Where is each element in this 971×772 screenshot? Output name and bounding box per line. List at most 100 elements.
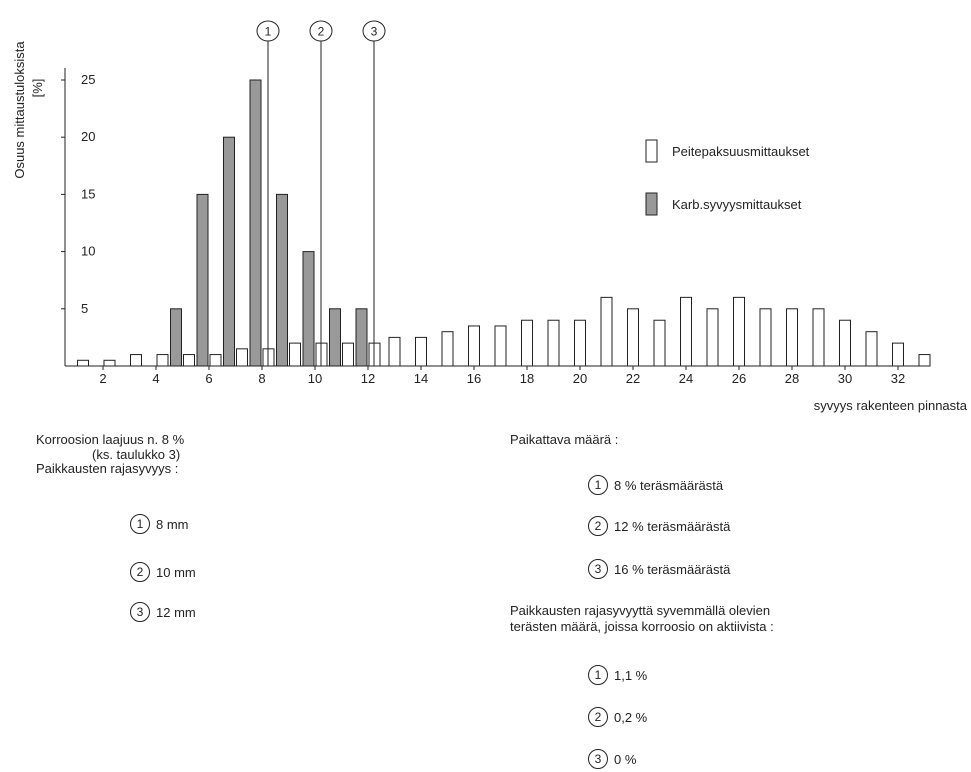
x-tick-label: 4: [152, 371, 159, 386]
x-tick-label: 14: [414, 371, 428, 386]
repair-limit-item: 3 12 mm: [130, 602, 196, 622]
cover-thickness-bar: [236, 348, 248, 367]
active-corrosion-item: 1 1,1 %: [588, 665, 647, 685]
active-corrosion-value: 1,1 %: [614, 667, 648, 683]
y-tick-label: 25: [81, 72, 95, 87]
limit-depth-marker-label: 2: [318, 25, 325, 39]
cover-thickness-bar: [600, 296, 613, 367]
cover-thickness-bar: [627, 308, 639, 367]
active-corrosion-value: 0 %: [614, 751, 637, 767]
x-tick-label: 30: [838, 371, 852, 386]
repair-limit-value: 10 mm: [156, 564, 196, 580]
cover-thickness-bar: [103, 359, 116, 367]
cover-thickness-bar: [733, 296, 745, 367]
y-tick-label: 5: [81, 301, 88, 316]
repair-amount-value: 12 % teräsmäärästä: [614, 518, 731, 534]
carbonation-bar: [329, 308, 341, 367]
cover-thickness-bar: [77, 359, 89, 367]
x-tick-label: 24: [679, 371, 693, 386]
number-1-circle-icon: 1: [130, 514, 150, 534]
number-3-circle-icon: 3: [588, 559, 608, 579]
x-tick-label: 28: [785, 371, 799, 386]
x-tick-label: 20: [573, 371, 587, 386]
carbonation-bar: [223, 136, 235, 367]
x-tick-label: 26: [732, 371, 746, 386]
cover-thickness-bar: [441, 331, 454, 367]
carbonation-bar: [355, 308, 368, 367]
cover-thickness-bar: [130, 354, 142, 367]
legend-swatch-carbonation: [645, 192, 658, 216]
cover-thickness-bar: [786, 308, 798, 367]
cover-thickness-bar: [547, 319, 560, 367]
cover-thickness-bar: [892, 342, 904, 367]
cover-thickness-bar: [839, 319, 851, 367]
legend-swatch-cover-thickness: [645, 139, 658, 163]
repair-limit-value: 8 mm: [156, 516, 189, 532]
limit-depth-marker-circle: [309, 20, 333, 42]
repair-amount-item: 1 8 % teräsmäärästä: [588, 475, 723, 495]
x-tick-label: 10: [308, 371, 322, 386]
x-tick-label: 8: [258, 371, 265, 386]
cover-thickness-bar: [209, 354, 222, 367]
cover-thickness-bar: [706, 308, 719, 367]
limit-depth-marker-label: 3: [371, 25, 378, 39]
active-corrosion-heading-line1: Paikkausten rajasyvyyttä syvemmällä olev…: [510, 603, 771, 618]
repair-limit-item: 1 8 mm: [130, 514, 189, 534]
cover-thickness-bar: [759, 308, 772, 367]
cover-thickness-bar: [415, 336, 427, 367]
cover-thickness-bar: [812, 308, 825, 367]
repair-limit-value: 12 mm: [156, 604, 196, 620]
x-tick-label: 16: [467, 371, 481, 386]
limit-depth-marker-circle: [362, 20, 386, 42]
carbonation-bar: [249, 79, 262, 367]
y-axis-unit-label: [%]: [30, 79, 45, 98]
repair-amount-item: 3 16 % teräsmäärästä: [588, 559, 730, 579]
cover-thickness-bar: [342, 342, 354, 367]
legend-label-cover-thickness: Peitepaksuusmittaukset: [672, 144, 810, 159]
x-tick-label: 2: [99, 371, 106, 386]
cover-thickness-bar: [156, 354, 169, 367]
number-1-circle-icon: 1: [588, 475, 608, 495]
y-tick-label: 10: [81, 244, 95, 259]
x-tick-label: 18: [520, 371, 534, 386]
number-2-circle-icon: 2: [588, 707, 608, 727]
repair-amount-value: 8 % teräsmäärästä: [614, 477, 724, 493]
repair-amount-value: 16 % teräsmäärästä: [614, 561, 731, 577]
cover-thickness-bar: [680, 296, 692, 367]
repair-amount-item: 2 12 % teräsmäärästä: [588, 516, 730, 536]
limit-depth-marker-label: 1: [265, 25, 272, 39]
number-1-circle-icon: 1: [588, 665, 608, 685]
x-tick-label: 6: [205, 371, 212, 386]
table-reference-text: (ks. taulukko 3): [92, 447, 181, 462]
repair-limit-item: 2 10 mm: [130, 562, 196, 582]
corrosion-extent-text: Korroosion laajuus n. 8 %: [36, 432, 185, 447]
y-axis-label: Osuus mittaustuloksista: [12, 41, 27, 179]
number-2-circle-icon: 2: [130, 562, 150, 582]
y-tick-label: 15: [81, 186, 95, 201]
x-tick-label: 32: [891, 371, 905, 386]
number-3-circle-icon: 3: [588, 749, 608, 769]
repair-limit-depth-heading: Paikkausten rajasyvyys :: [36, 461, 179, 476]
repair-amount-heading: Paikattava määrä :: [510, 432, 619, 447]
number-3-circle-icon: 3: [130, 602, 150, 622]
cover-thickness-bar: [918, 354, 931, 367]
cover-thickness-bar: [865, 331, 878, 367]
cover-thickness-bar: [388, 336, 401, 367]
cover-thickness-bar: [468, 325, 480, 367]
active-corrosion-item: 3 0 %: [588, 749, 636, 769]
cover-thickness-bar: [183, 354, 195, 367]
carbonation-bar: [196, 193, 209, 367]
x-tick-label: 22: [626, 371, 640, 386]
x-tick-label: 12: [361, 371, 375, 386]
carbonation-bar: [276, 193, 288, 367]
carbonation-bar: [302, 251, 315, 367]
carbonation-bar: [170, 308, 182, 367]
cover-thickness-bar: [289, 342, 301, 367]
limit-depth-marker-circle: [256, 20, 280, 42]
cover-thickness-bar: [494, 325, 507, 367]
number-2-circle-icon: 2: [588, 516, 608, 536]
y-tick-label: 20: [81, 129, 95, 144]
cover-thickness-bar: [653, 319, 666, 367]
legend-label-carbonation: Karb.syvyysmittaukset: [672, 197, 802, 212]
